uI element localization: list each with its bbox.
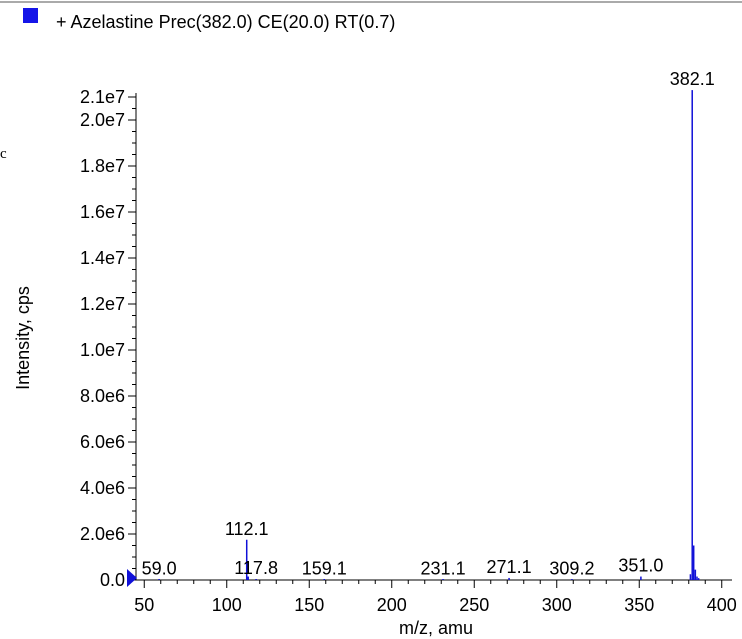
y-tick-label: 6.0e6 <box>80 432 125 452</box>
peak-label: 309.2 <box>549 558 594 578</box>
origin-marker <box>127 569 137 587</box>
peak-bar <box>442 579 444 580</box>
x-tick-label: 50 <box>134 595 154 615</box>
peak-labels: 59.0 112.1 117.8 159.1 231.1 271.1 309.2 351.0 3… <box>142 69 715 578</box>
peak-bar <box>571 579 573 580</box>
peak-label: 351.0 <box>618 556 663 576</box>
x-tick-label: 300 <box>542 595 572 615</box>
x-axis-title: m/z, amu <box>399 618 473 638</box>
x-tick-label: 400 <box>707 595 737 615</box>
stray-mark: c <box>0 146 7 162</box>
legend: + Azelastine Prec(382.0) CE(20.0) RT(0.7… <box>23 8 395 32</box>
peak-bar <box>694 569 697 580</box>
y-ticks: 0.0 2.0e6 4.0e6 6.0e6 8.0e6 1.0e7 1.2e7 1.4e7 1.… <box>80 87 136 590</box>
peak-bar <box>696 576 698 580</box>
peak-label: 382.1 <box>670 69 715 89</box>
peaks <box>158 90 700 580</box>
legend-swatch <box>23 8 38 23</box>
peak-bar <box>323 579 326 580</box>
y-tick-label: 2.0e6 <box>80 524 125 544</box>
peak-label: 231.1 <box>421 558 466 578</box>
peak-bar <box>691 90 693 580</box>
y-tick-label: 1.0e7 <box>80 340 125 360</box>
legend-label: + Azelastine Prec(382.0) CE(20.0) RT(0.7… <box>56 12 395 32</box>
peak-bar <box>508 577 510 580</box>
peak-bar <box>158 579 160 580</box>
y-tick-label: 0.0 <box>100 570 125 590</box>
y-tick-label: 2.0e7 <box>80 110 125 130</box>
peak-bar <box>692 545 695 580</box>
peak-label: 59.0 <box>142 558 177 578</box>
y-axis-title: Intensity, cps <box>13 286 33 390</box>
peak-bar <box>640 576 642 580</box>
axes <box>135 93 732 581</box>
x-tick-label: 100 <box>212 595 242 615</box>
x-ticks: 50 100 150 200 250 300 350 400 <box>134 580 737 615</box>
x-tick-label: 250 <box>459 595 489 615</box>
peak-bar <box>689 574 692 580</box>
y-tick-label: 8.0e6 <box>80 386 125 406</box>
peak-label: 159.1 <box>302 558 347 578</box>
y-tick-label: 1.8e7 <box>80 156 125 176</box>
peak-bar <box>245 539 248 580</box>
y-tick-label: 1.2e7 <box>80 294 125 314</box>
x-tick-label: 150 <box>294 595 324 615</box>
x-tick-label: 200 <box>377 595 407 615</box>
y-tick-label: 1.6e7 <box>80 202 125 222</box>
peak-bar <box>247 576 249 580</box>
y-tick-label: 1.4e7 <box>80 248 125 268</box>
peak-bar <box>255 579 257 580</box>
peak-label: 271.1 <box>487 557 532 577</box>
y-tick-label: 4.0e6 <box>80 478 125 498</box>
peak-label: 112.1 <box>225 519 269 539</box>
peak-bar <box>697 578 700 580</box>
peak-label: 117.8 <box>234 558 278 578</box>
y-tick-label: 2.1e7 <box>80 87 125 107</box>
x-tick-label: 350 <box>624 595 654 615</box>
